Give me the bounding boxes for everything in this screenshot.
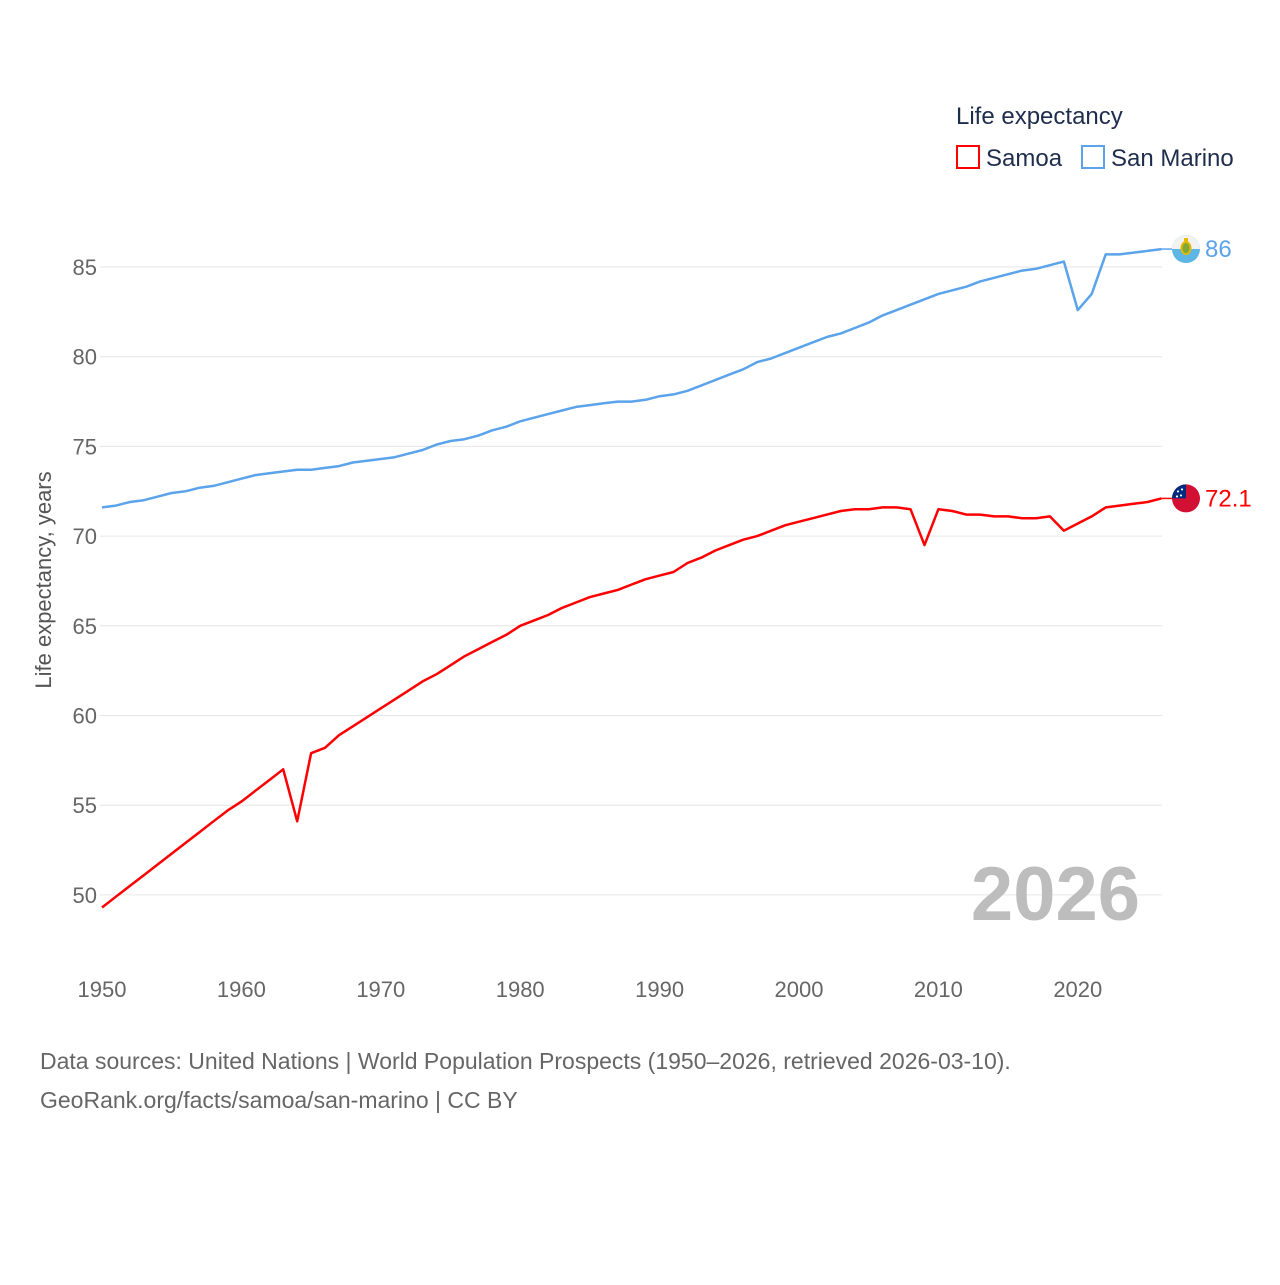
series-line-samoa	[101, 497, 1162, 909]
y-tick-label: 75	[73, 434, 97, 459]
year-label: 2026	[971, 852, 1140, 937]
x-tick-label: 1950	[78, 977, 127, 1002]
samoa-flag-icon	[1172, 484, 1200, 513]
legend-item-san-marino[interactable]: San Marino	[1081, 145, 1234, 172]
end-value-label-samoa: 72.1	[1205, 485, 1252, 512]
series-line-san-marino	[101, 247, 1162, 509]
y-tick-label: 65	[73, 614, 97, 639]
san-marino-flag-icon	[1172, 235, 1200, 264]
y-tick-label: 80	[73, 345, 97, 370]
legend-swatch-san-marino	[1081, 145, 1105, 169]
legend: Life expectancy Samoa San Marino	[956, 103, 1234, 172]
x-tick-label: 1990	[635, 977, 684, 1002]
series-lines	[101, 247, 1162, 909]
y-axis-label: Life expectancy, years	[31, 471, 56, 688]
legend-label-san-marino: San Marino	[1111, 145, 1234, 172]
x-axis-ticks: 1950 1960 1970 1980 1990 2000 2010 2020	[78, 977, 1103, 1002]
y-tick-label: 50	[73, 883, 97, 908]
x-tick-label: 1970	[356, 977, 405, 1002]
legend-title: Life expectancy	[956, 103, 1123, 130]
x-tick-label: 2020	[1053, 977, 1102, 1002]
legend-swatch-samoa	[956, 145, 980, 169]
y-axis-ticks: 50 55 60 65 70 75 80 85	[73, 255, 97, 908]
end-value-label-san-marino: 86	[1205, 236, 1232, 263]
legend-label-samoa: Samoa	[986, 145, 1063, 172]
legend-item-samoa[interactable]: Samoa	[956, 145, 1063, 172]
x-tick-label: 1960	[217, 977, 266, 1002]
gridlines	[100, 266, 1162, 896]
series-end-labels: 72.1 86	[1161, 235, 1252, 513]
x-tick-label: 2000	[775, 977, 824, 1002]
source-line-2: GeoRank.org/facts/samoa/san-marino | CC …	[40, 1087, 518, 1113]
source-line-1: Data sources: United Nations | World Pop…	[40, 1048, 1011, 1074]
y-tick-label: 55	[73, 793, 97, 818]
y-tick-label: 60	[73, 704, 97, 729]
x-tick-label: 1980	[496, 977, 545, 1002]
x-tick-label: 2010	[914, 977, 963, 1002]
y-tick-label: 70	[73, 524, 97, 549]
y-tick-label: 85	[73, 255, 97, 280]
